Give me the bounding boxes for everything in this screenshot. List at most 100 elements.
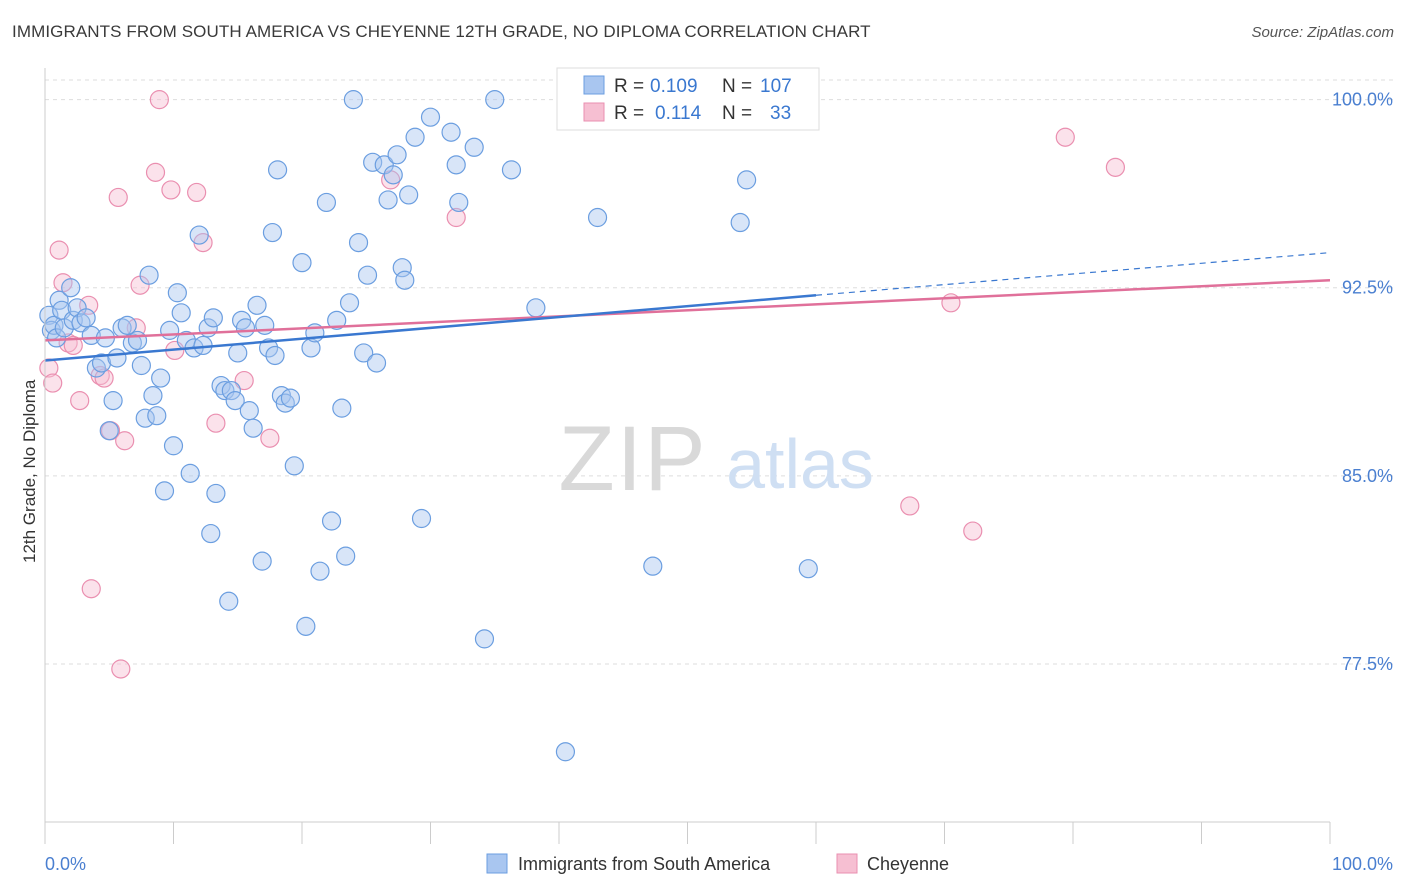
legend-swatch-cheyenne [836, 853, 858, 874]
data-point-south-america [395, 270, 415, 290]
data-point-cheyenne [1055, 127, 1075, 147]
data-point-south-america [464, 137, 484, 157]
legend-swatch-south-america [486, 853, 508, 874]
stats-r-value-1: 0.109 [650, 76, 698, 97]
legend-label-cheyenne: Cheyenne [867, 854, 949, 874]
data-point-south-america [343, 90, 363, 110]
data-point-south-america [392, 258, 412, 278]
data-point-south-america [61, 278, 81, 298]
stats-legend: R = 0.109 N = 107 R = 0.114 N = 33 [556, 67, 820, 131]
data-point-cheyenne [79, 295, 99, 315]
stats-swatch-pink [583, 102, 605, 122]
trend-extension-south-america [815, 252, 1331, 296]
chart-title: IMMIGRANTS FROM SOUTH AMERICA VS CHEYENN… [12, 22, 871, 41]
data-point-south-america [262, 222, 283, 243]
data-point-south-america [99, 421, 119, 441]
data-point-south-america [446, 155, 466, 175]
axes: 0.0% 100.0% [44, 68, 1393, 874]
data-point-south-america [316, 192, 337, 213]
data-point-cheyenne [149, 90, 169, 110]
cheyenne-points [39, 90, 1126, 679]
data-point-south-america [219, 591, 239, 611]
stats-n-label-2: N = [722, 103, 752, 124]
data-point-south-america [555, 742, 576, 762]
grid-layer: 77.5% 85.0% 92.5% 100.0% [45, 79, 1395, 674]
data-point-south-america [383, 165, 403, 185]
y-tick-label: 92.5% [1342, 278, 1393, 298]
data-point-south-america [139, 265, 159, 285]
y-tick-label: 77.5% [1342, 654, 1393, 674]
data-point-south-america [643, 556, 663, 576]
data-point-south-america [284, 456, 304, 476]
data-point-south-america [363, 152, 383, 172]
data-point-south-america [239, 401, 259, 421]
south-america-points [39, 90, 818, 762]
y-tick-label: 85.0% [1342, 466, 1393, 486]
data-point-south-america [354, 343, 374, 363]
data-point-cheyenne [234, 370, 254, 391]
data-point-south-america [127, 330, 148, 351]
data-point-south-america [154, 481, 175, 501]
data-point-south-america [135, 408, 155, 428]
data-point-south-america [107, 348, 127, 368]
data-point-south-america [296, 616, 316, 636]
data-point-south-america [201, 523, 221, 544]
stats-r-label-2: R = [614, 103, 644, 124]
trend-line-south-america [44, 294, 817, 362]
trend-line-cheyenne [44, 278, 1331, 342]
data-point-south-america [474, 629, 495, 649]
watermark-atlas: atlas [726, 425, 874, 503]
data-point-south-america [215, 380, 235, 401]
data-point-south-america [225, 391, 245, 411]
data-point-south-america [252, 551, 272, 571]
data-point-south-america [332, 398, 352, 418]
stats-swatch-blue [583, 75, 605, 95]
data-point-south-america [357, 265, 378, 285]
data-point-cheyenne [108, 187, 128, 208]
data-point-south-america [798, 559, 818, 579]
x-tick-label: 100.0% [1332, 854, 1393, 874]
data-point-south-america [163, 436, 184, 456]
data-point-south-america [737, 170, 757, 190]
data-point-cheyenne [260, 428, 280, 448]
data-point-south-america [420, 107, 441, 127]
data-point-south-america [327, 310, 347, 330]
stats-n-label-1: N = [722, 76, 752, 97]
data-point-south-america [143, 385, 163, 406]
data-point-cheyenne [115, 431, 135, 451]
data-point-south-america [321, 511, 342, 531]
data-point-south-america [348, 232, 369, 253]
data-point-south-america [587, 207, 608, 228]
data-point-south-america [449, 192, 469, 213]
data-point-south-america [160, 320, 180, 340]
data-point-cheyenne [94, 368, 114, 388]
data-point-south-america [336, 546, 356, 566]
data-point-cheyenne [145, 162, 166, 182]
source-credit: Source: ZipAtlas.com [1251, 24, 1394, 41]
data-point-south-america [131, 355, 151, 376]
data-point-south-america [221, 380, 241, 401]
data-point-south-america [247, 295, 267, 315]
data-point-south-america [91, 353, 112, 373]
data-point-south-america [441, 122, 461, 142]
data-point-south-america [292, 253, 312, 273]
data-point-south-america [265, 345, 285, 366]
data-point-cheyenne [900, 496, 920, 516]
data-point-south-america [206, 483, 226, 504]
trend-lines [44, 252, 1331, 362]
data-point-cheyenne [161, 180, 181, 200]
data-point-south-america [167, 283, 187, 303]
data-point-cheyenne [206, 413, 226, 433]
data-point-south-america [387, 145, 407, 165]
stats-r-value-2: 0.114 [655, 103, 702, 124]
data-point-south-america [147, 406, 167, 426]
data-point-south-america [228, 343, 248, 363]
stats-r-label-1: R = [614, 76, 644, 97]
data-point-south-america [526, 298, 546, 318]
data-point-south-america [366, 353, 387, 373]
stats-n-value-1: 107 [760, 76, 792, 97]
data-point-south-america [399, 185, 419, 205]
data-point-south-america [235, 318, 256, 338]
